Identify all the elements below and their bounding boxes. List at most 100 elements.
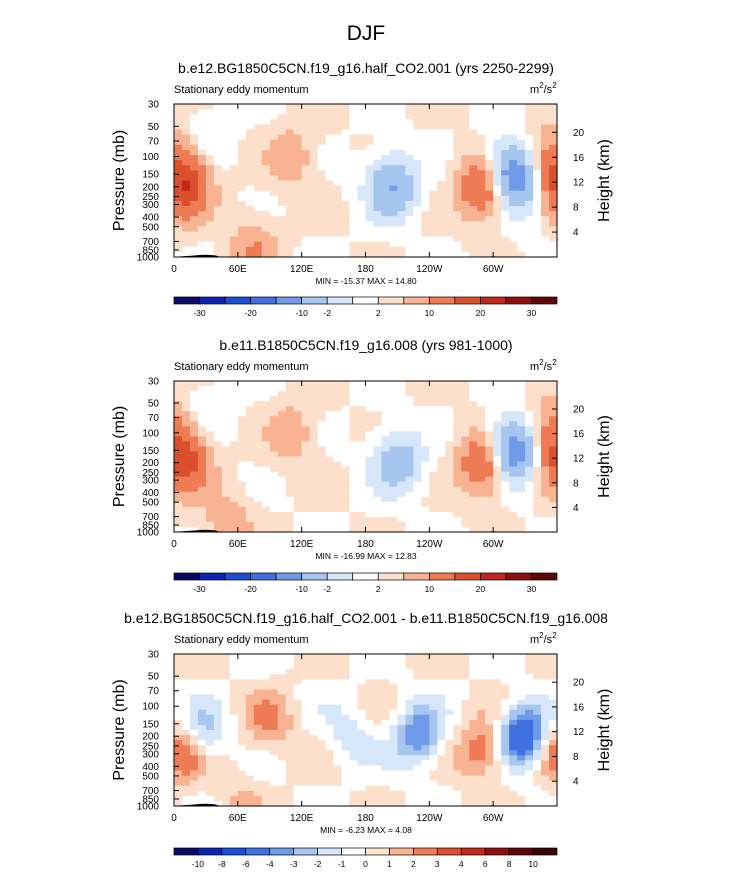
contour-cell: [549, 709, 558, 716]
contour-cell: [397, 246, 406, 253]
contour-cell: [269, 416, 279, 422]
contour-cell: [357, 689, 367, 696]
contour-cell: [541, 129, 550, 136]
contour-cell: [549, 669, 558, 675]
contour-cell: [317, 411, 327, 417]
contour-cell: [549, 694, 558, 701]
contour-cell: [453, 481, 462, 488]
contour-cell: [253, 446, 263, 453]
contour-cell: [293, 139, 303, 146]
contour-cell: [437, 236, 446, 243]
contour-cell: [269, 709, 279, 716]
contour-cell: [309, 149, 319, 156]
contour-cell: [509, 431, 518, 437]
contour-cell: [237, 790, 247, 797]
contour-cell: [325, 436, 335, 442]
contour-cell: [461, 134, 470, 141]
contour-cell: [277, 441, 287, 448]
contour-cell: [445, 760, 454, 767]
contour-cell: [181, 785, 191, 792]
contour-cell: [261, 436, 271, 442]
contour-cell: [245, 501, 255, 508]
contour-cell: [333, 190, 343, 197]
contour-cell: [269, 496, 279, 503]
contour-cell: [445, 780, 454, 787]
contour-cell: [309, 760, 319, 767]
contour-cell: [245, 431, 255, 437]
contour-cell: [533, 466, 542, 473]
contour-cell: [269, 226, 279, 233]
contour-cell: [189, 694, 199, 701]
colorbar-label: 10: [425, 584, 435, 594]
contour-cell: [437, 780, 446, 787]
contour-cell: [285, 679, 295, 685]
contour-cell: [469, 386, 478, 392]
contour-cell: [213, 511, 223, 518]
contour-cell: [485, 780, 494, 787]
contour-cell: [405, 206, 414, 212]
x-tick-label: 0: [171, 264, 177, 275]
contour-cell: [421, 664, 430, 670]
height-tick-label: 4: [573, 503, 579, 514]
contour-cell: [317, 501, 327, 508]
contour-cell: [517, 170, 526, 176]
contour-cell: [533, 521, 542, 528]
contour-cell: [181, 775, 191, 782]
contour-cell: [453, 501, 462, 508]
contour-cell: [237, 426, 247, 432]
contour-cell: [469, 211, 478, 217]
contour-cell: [174, 471, 183, 478]
contour-cell: [501, 221, 510, 227]
contour-cell: [357, 780, 367, 787]
contour-cell: [261, 149, 271, 156]
x-tick-label: 120E: [290, 539, 314, 550]
contour-cell: [285, 486, 295, 493]
contour-cell: [189, 396, 199, 402]
contour-cell: [181, 521, 191, 528]
contour-cell: [493, 160, 502, 166]
contour-cell: [533, 785, 542, 792]
contour-cell: [413, 694, 422, 701]
contour-cell: [405, 800, 414, 807]
contour-cell: [373, 104, 383, 110]
contour-cell: [349, 709, 359, 716]
contour-cell: [213, 160, 223, 166]
contour-cell: [205, 674, 215, 680]
contour-cell: [525, 206, 534, 212]
contour-cell: [317, 170, 327, 176]
contour-cell: [413, 679, 422, 685]
contour-cell: [485, 441, 494, 448]
contour-cell: [501, 526, 510, 533]
contour-cell: [301, 476, 311, 483]
contour-cell: [525, 511, 534, 518]
contour-cell: [237, 144, 247, 151]
contour-cell: [221, 165, 231, 171]
contour-cell: [181, 195, 191, 202]
contour-cell: [325, 451, 335, 458]
contour-cell: [174, 129, 183, 136]
colorbar-label: 2: [376, 308, 381, 318]
contour-cell: [197, 241, 207, 248]
contour-cell: [405, 790, 414, 797]
contour-cell: [445, 704, 454, 711]
contour-cell: [333, 775, 343, 782]
contour-cell: [509, 416, 518, 422]
contour-cell: [437, 211, 446, 217]
contour-cell: [309, 684, 319, 691]
contour-cell: [261, 226, 271, 233]
contour-cell: [509, 411, 518, 417]
contour-cell: [205, 745, 215, 751]
contour-cell: [341, 431, 351, 437]
contour-cell: [533, 714, 542, 721]
contour-cell: [501, 770, 510, 777]
contour-cell: [197, 466, 207, 473]
contour-cell: [181, 241, 191, 248]
contour-cell: [213, 795, 223, 802]
contour-cell: [221, 659, 231, 665]
contour-cell: [373, 511, 383, 518]
contour-cell: [445, 165, 454, 171]
contour-cell: [189, 491, 199, 498]
contour-cell: [437, 206, 446, 212]
contour-cell: [341, 386, 351, 392]
contour-cell: [317, 659, 327, 665]
